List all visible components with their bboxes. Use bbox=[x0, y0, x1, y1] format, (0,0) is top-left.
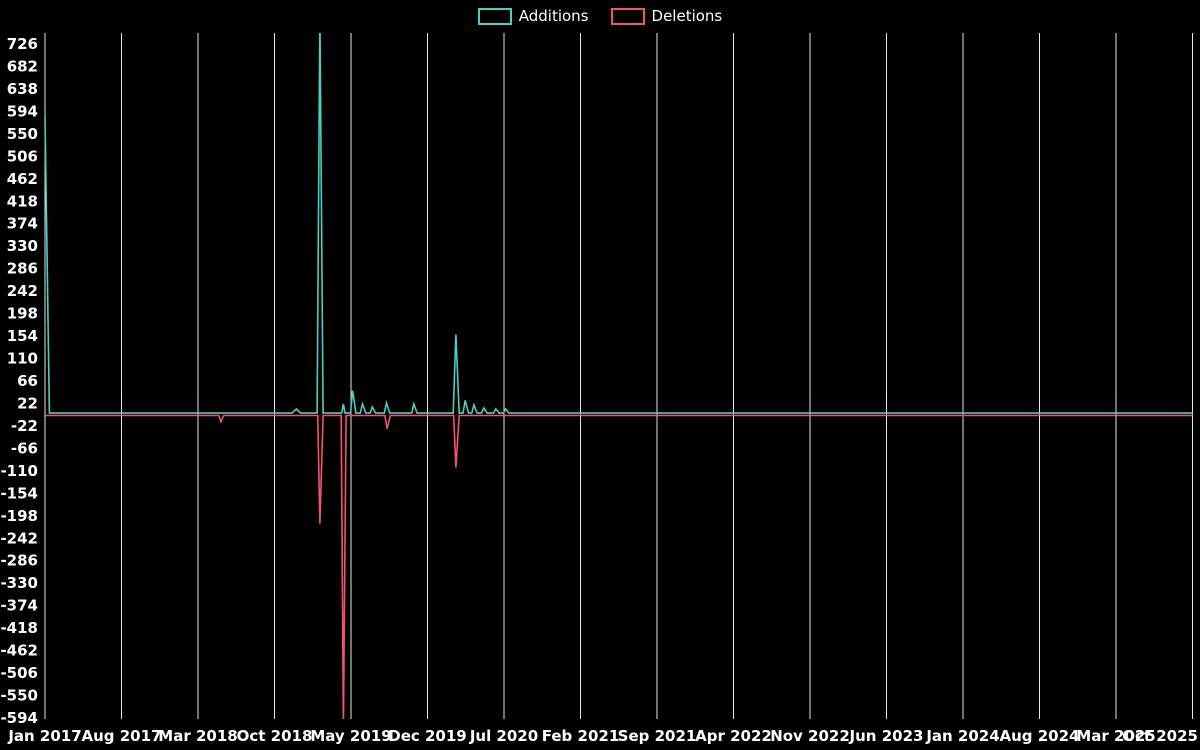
legend-label-additions: Additions bbox=[518, 7, 589, 25]
x-tick-label: Jan 2017 bbox=[7, 727, 81, 745]
x-tick-label: May 2019 bbox=[310, 727, 391, 745]
deletions-line bbox=[45, 414, 1193, 719]
y-tick-label: -462 bbox=[0, 642, 38, 660]
x-tick-label: Mar 2025 bbox=[1076, 727, 1155, 745]
y-tick-label: 66 bbox=[17, 372, 38, 390]
y-tick-label: 726 bbox=[7, 35, 38, 53]
y-tick-label: -154 bbox=[0, 484, 38, 502]
x-tick-label: Jul 2020 bbox=[469, 727, 538, 745]
y-tick-label: -286 bbox=[0, 552, 38, 570]
y-axis-labels-group: 726 682 638 594 550 506 462 418 374 330 286 242 198 1… bbox=[0, 35, 38, 727]
x-tick-label: Jan 2024 bbox=[925, 727, 999, 745]
legend-item-deletions[interactable]: Deletions bbox=[610, 7, 723, 25]
y-tick-label: -330 bbox=[0, 574, 38, 592]
y-tick-label: -550 bbox=[0, 687, 38, 705]
x-tick-label: Dec 2019 bbox=[388, 727, 467, 745]
y-tick-label: 506 bbox=[7, 147, 38, 165]
series-group bbox=[44, 33, 1193, 719]
y-tick-label: 682 bbox=[7, 57, 38, 75]
x-tick-label: Feb 2021 bbox=[542, 727, 620, 745]
y-tick-label: 374 bbox=[7, 215, 38, 233]
x-tick-label: Aug 2024 bbox=[1000, 727, 1080, 745]
x-tick-label: Mar 2018 bbox=[158, 727, 237, 745]
additions-swatch-icon bbox=[477, 7, 512, 25]
y-tick-label: 638 bbox=[7, 80, 38, 98]
x-tick-label: Nov 2022 bbox=[770, 727, 850, 745]
y-tick-label: 154 bbox=[7, 327, 38, 345]
y-tick-label: -506 bbox=[0, 664, 38, 682]
y-tick-label: -22 bbox=[11, 417, 38, 435]
x-tick-label: Apr 2022 bbox=[695, 727, 772, 745]
y-tick-label: -66 bbox=[11, 439, 38, 457]
y-tick-label: 330 bbox=[7, 237, 38, 255]
y-tick-label: -374 bbox=[0, 597, 38, 615]
x-tick-label: Oct 2025 bbox=[1122, 727, 1198, 745]
x-tick-label: Sep 2021 bbox=[618, 727, 697, 745]
x-tick-label: Oct 2018 bbox=[237, 727, 313, 745]
gridlines-group bbox=[44, 33, 1193, 719]
y-tick-label: 22 bbox=[17, 394, 38, 412]
y-tick-label: -242 bbox=[0, 529, 38, 547]
legend: Additions Deletions bbox=[0, 7, 1200, 25]
y-tick-label: 418 bbox=[7, 192, 38, 210]
y-tick-label: 286 bbox=[7, 260, 38, 278]
y-tick-label: 462 bbox=[7, 170, 38, 188]
y-tick-label: 110 bbox=[7, 350, 38, 368]
x-tick-label: Jun 2023 bbox=[849, 727, 924, 745]
y-tick-label: 242 bbox=[7, 282, 38, 300]
legend-label-deletions: Deletions bbox=[651, 7, 723, 25]
y-tick-label: -198 bbox=[0, 507, 38, 525]
additions-line bbox=[44, 33, 1193, 414]
y-tick-label: -110 bbox=[0, 462, 38, 480]
deletions-swatch-icon bbox=[610, 7, 645, 25]
legend-item-additions[interactable]: Additions bbox=[477, 7, 589, 25]
x-tick-label: Aug 2017 bbox=[82, 727, 162, 745]
y-tick-label: -594 bbox=[0, 709, 38, 727]
y-tick-label: 594 bbox=[7, 102, 38, 120]
y-tick-label: -418 bbox=[0, 619, 38, 637]
y-tick-label: 198 bbox=[7, 305, 38, 323]
y-tick-label: 550 bbox=[7, 125, 38, 143]
